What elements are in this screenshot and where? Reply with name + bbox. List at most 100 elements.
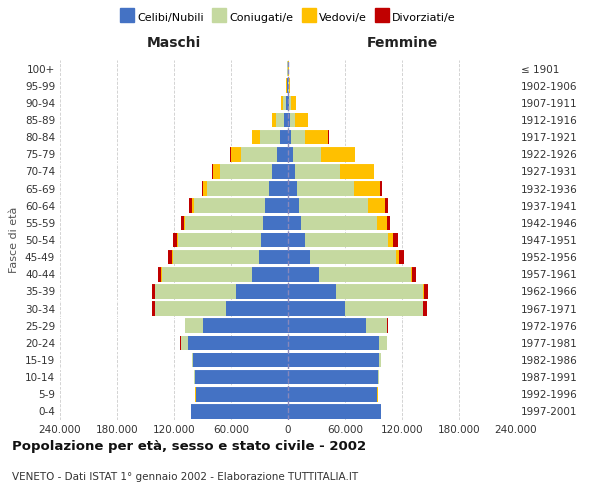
Bar (168, 250, 172, 264)
Bar (288, 216, 301, 230)
Bar (385, 198, 388, 213)
Bar (265, 198, 288, 213)
Bar (379, 336, 387, 350)
Bar (288, 336, 379, 350)
Bar (152, 302, 155, 316)
Bar (397, 250, 399, 264)
Bar (177, 232, 178, 248)
Bar (281, 96, 283, 110)
Bar (292, 130, 305, 144)
Bar (283, 96, 286, 110)
Bar (380, 182, 382, 196)
Bar (288, 267, 319, 281)
Bar (260, 130, 280, 144)
Bar (291, 96, 296, 110)
Bar (423, 284, 424, 298)
Bar (188, 336, 288, 350)
Text: Femmine: Femmine (367, 36, 437, 50)
Bar (305, 130, 328, 144)
Bar (377, 216, 387, 230)
Bar (424, 302, 427, 316)
Bar (155, 284, 236, 298)
Bar (230, 147, 231, 162)
Bar (203, 318, 288, 333)
Bar (295, 164, 340, 178)
Bar (379, 352, 380, 368)
Bar (321, 147, 355, 162)
Bar (299, 198, 368, 213)
Bar (252, 130, 260, 144)
Legend: Celibi/Nubili, Coniugati/e, Vedovi/e, Divorziati/e: Celibi/Nubili, Coniugati/e, Vedovi/e, Di… (116, 8, 460, 28)
Bar (275, 112, 284, 128)
Bar (263, 216, 288, 230)
Bar (277, 147, 288, 162)
Bar (212, 164, 213, 178)
Bar (290, 112, 295, 128)
Bar (173, 232, 177, 248)
Bar (155, 302, 226, 316)
Bar (293, 147, 321, 162)
Bar (191, 404, 288, 418)
Bar (272, 112, 275, 128)
Y-axis label: Fasce di età: Fasce di età (10, 207, 19, 273)
Bar (203, 182, 207, 196)
Bar (288, 96, 289, 110)
Bar (288, 112, 290, 128)
Bar (236, 284, 288, 298)
Bar (195, 370, 288, 384)
Bar (296, 182, 353, 196)
Bar (241, 147, 277, 162)
Bar (185, 318, 203, 333)
Bar (394, 232, 398, 248)
Bar (288, 387, 377, 402)
Bar (412, 267, 416, 281)
Bar (288, 352, 379, 368)
Bar (196, 387, 288, 402)
Bar (289, 78, 290, 93)
Bar (388, 232, 394, 248)
Bar (288, 182, 296, 196)
Bar (158, 267, 161, 281)
Bar (152, 284, 155, 298)
Bar (424, 284, 428, 298)
Bar (181, 216, 184, 230)
Bar (288, 284, 335, 298)
Bar (288, 198, 299, 213)
Bar (231, 147, 241, 162)
Bar (286, 96, 288, 110)
Bar (295, 112, 308, 128)
Bar (353, 182, 380, 196)
Bar (280, 130, 288, 144)
Bar (289, 96, 291, 110)
Bar (288, 164, 295, 178)
Bar (366, 318, 387, 333)
Bar (340, 164, 373, 178)
Bar (226, 302, 288, 316)
Bar (287, 78, 288, 93)
Bar (252, 267, 288, 281)
Bar (194, 198, 265, 213)
Bar (319, 267, 410, 281)
Bar (181, 336, 188, 350)
Bar (305, 232, 388, 248)
Bar (161, 267, 252, 281)
Bar (301, 216, 377, 230)
Bar (272, 164, 288, 178)
Bar (345, 302, 423, 316)
Bar (387, 216, 390, 230)
Bar (202, 182, 203, 196)
Bar (262, 232, 288, 248)
Bar (178, 232, 262, 248)
Bar (213, 164, 220, 178)
Bar (399, 250, 404, 264)
Bar (220, 164, 272, 178)
Bar (310, 250, 397, 264)
Bar (288, 302, 345, 316)
Bar (288, 404, 381, 418)
Bar (259, 250, 288, 264)
Bar (288, 147, 293, 162)
Bar (288, 130, 292, 144)
Bar (288, 370, 378, 384)
Bar (335, 284, 423, 298)
Bar (368, 198, 385, 213)
